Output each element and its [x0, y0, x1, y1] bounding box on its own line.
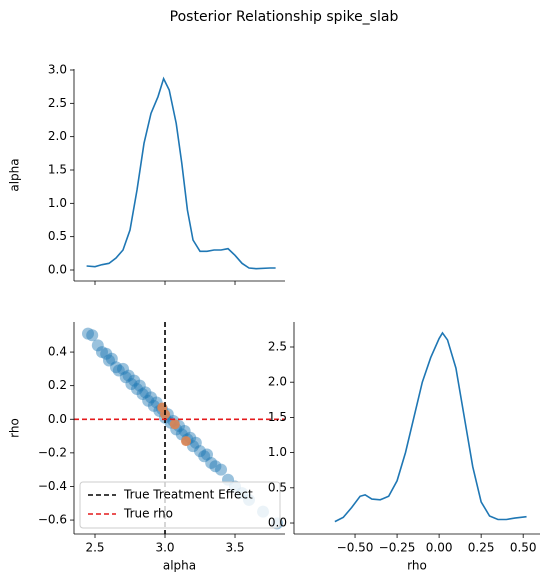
- scatter-point: [103, 354, 116, 367]
- y-tick-label: 0.5: [48, 229, 67, 243]
- x-tick-label: 0.25: [468, 541, 495, 555]
- scatter-point: [100, 347, 113, 360]
- y-tick-label: 0.0: [268, 516, 287, 530]
- scatter-point: [110, 361, 123, 374]
- y-axis-label: alpha: [8, 158, 22, 191]
- x-axis-label: rho: [407, 559, 427, 573]
- scatter-point: [91, 339, 104, 352]
- kde-line: [86, 76, 276, 270]
- scatter-point: [96, 346, 109, 359]
- y-tick-label: 0.0: [48, 412, 67, 426]
- y-tick-label: 0.0: [48, 263, 67, 277]
- y-tick-label: −0.6: [38, 513, 67, 527]
- figure-title: Posterior Relationship spike_slab: [170, 9, 399, 25]
- y-tick-label: 1.0: [48, 196, 67, 210]
- scatter-point: [194, 445, 207, 458]
- x-tick-label: 0.00: [426, 541, 453, 555]
- scatter-point: [105, 352, 118, 365]
- x-axis-label: alpha: [163, 559, 196, 573]
- y-tick-label: 0.5: [268, 480, 287, 494]
- scatter-point: [122, 369, 135, 382]
- legend-label: True rho: [123, 507, 173, 521]
- scatter-point: [189, 436, 202, 449]
- scatter-point: [128, 374, 141, 387]
- y-tick-label: −0.4: [38, 479, 67, 493]
- scatter-point: [198, 450, 211, 463]
- y-tick-label: 1.5: [48, 163, 67, 177]
- scatter-point: [215, 463, 228, 476]
- y-axis-label: rho: [8, 418, 22, 438]
- scatter-point: [169, 419, 180, 430]
- scatter-point: [136, 388, 149, 401]
- scatter-point: [131, 383, 144, 396]
- y-tick-label: 2.0: [48, 129, 67, 143]
- x-tick-label: 3.0: [155, 541, 174, 555]
- y-tick-label: 3.0: [48, 63, 67, 77]
- scatter-point: [142, 394, 155, 407]
- legend-box: [79, 481, 281, 529]
- y-tick-label: 1.0: [268, 445, 287, 459]
- x-tick-label: −0.25: [379, 541, 416, 555]
- scatter-point: [178, 425, 191, 438]
- scatter-point: [139, 386, 152, 399]
- x-tick-label: 0.50: [510, 541, 537, 555]
- y-tick-label: 2.0: [268, 375, 287, 389]
- y-tick-label: 0.4: [48, 345, 67, 359]
- scatter-point: [209, 460, 222, 473]
- y-tick-label: 1.5: [268, 410, 287, 424]
- scatter-point: [86, 329, 99, 342]
- scatter-point: [112, 364, 125, 377]
- scatter-point: [119, 371, 132, 384]
- scatter-point: [125, 377, 138, 390]
- plot-area: [86, 76, 276, 270]
- y-tick-label: 2.5: [268, 339, 287, 353]
- y-tick-label: −0.2: [38, 445, 67, 459]
- kde-line: [334, 331, 527, 523]
- scatter-point: [145, 391, 158, 404]
- x-tick-label: 3.5: [225, 541, 244, 555]
- y-tick-label: 2.5: [48, 96, 67, 110]
- y-tick-label: 0.2: [48, 378, 67, 392]
- scatter-point: [133, 379, 146, 392]
- scatter-point: [201, 448, 214, 461]
- legend-label: True Treatment Effect: [123, 488, 253, 502]
- plot-area: [334, 331, 527, 523]
- scatter-point: [82, 327, 95, 340]
- scatter-point: [181, 436, 192, 447]
- scatter-point: [147, 399, 160, 412]
- x-tick-label: 2.5: [85, 541, 104, 555]
- scatter-point: [117, 362, 130, 375]
- scatter-point: [205, 456, 218, 469]
- x-tick-label: −0.50: [337, 541, 374, 555]
